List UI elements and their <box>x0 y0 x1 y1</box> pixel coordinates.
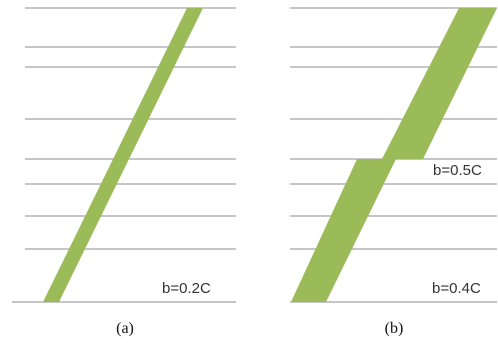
panel-b-label-bottom: b=0.4C <box>432 280 481 297</box>
panel-b-label-top: b=0.5C <box>433 162 482 179</box>
panel-b-caption: (b) <box>385 320 404 337</box>
panel-b-band-lower <box>291 159 396 302</box>
panel-b: b=0.5C b=0.4C (b) <box>290 7 497 337</box>
panel-a-band <box>43 8 203 302</box>
panel-a: b=0.2C (a) <box>12 7 236 337</box>
panel-a-label: b=0.2C <box>162 280 211 297</box>
panel-a-caption: (a) <box>116 320 134 337</box>
panel-a-lines <box>12 7 236 303</box>
panel-b-band-upper <box>382 8 497 159</box>
